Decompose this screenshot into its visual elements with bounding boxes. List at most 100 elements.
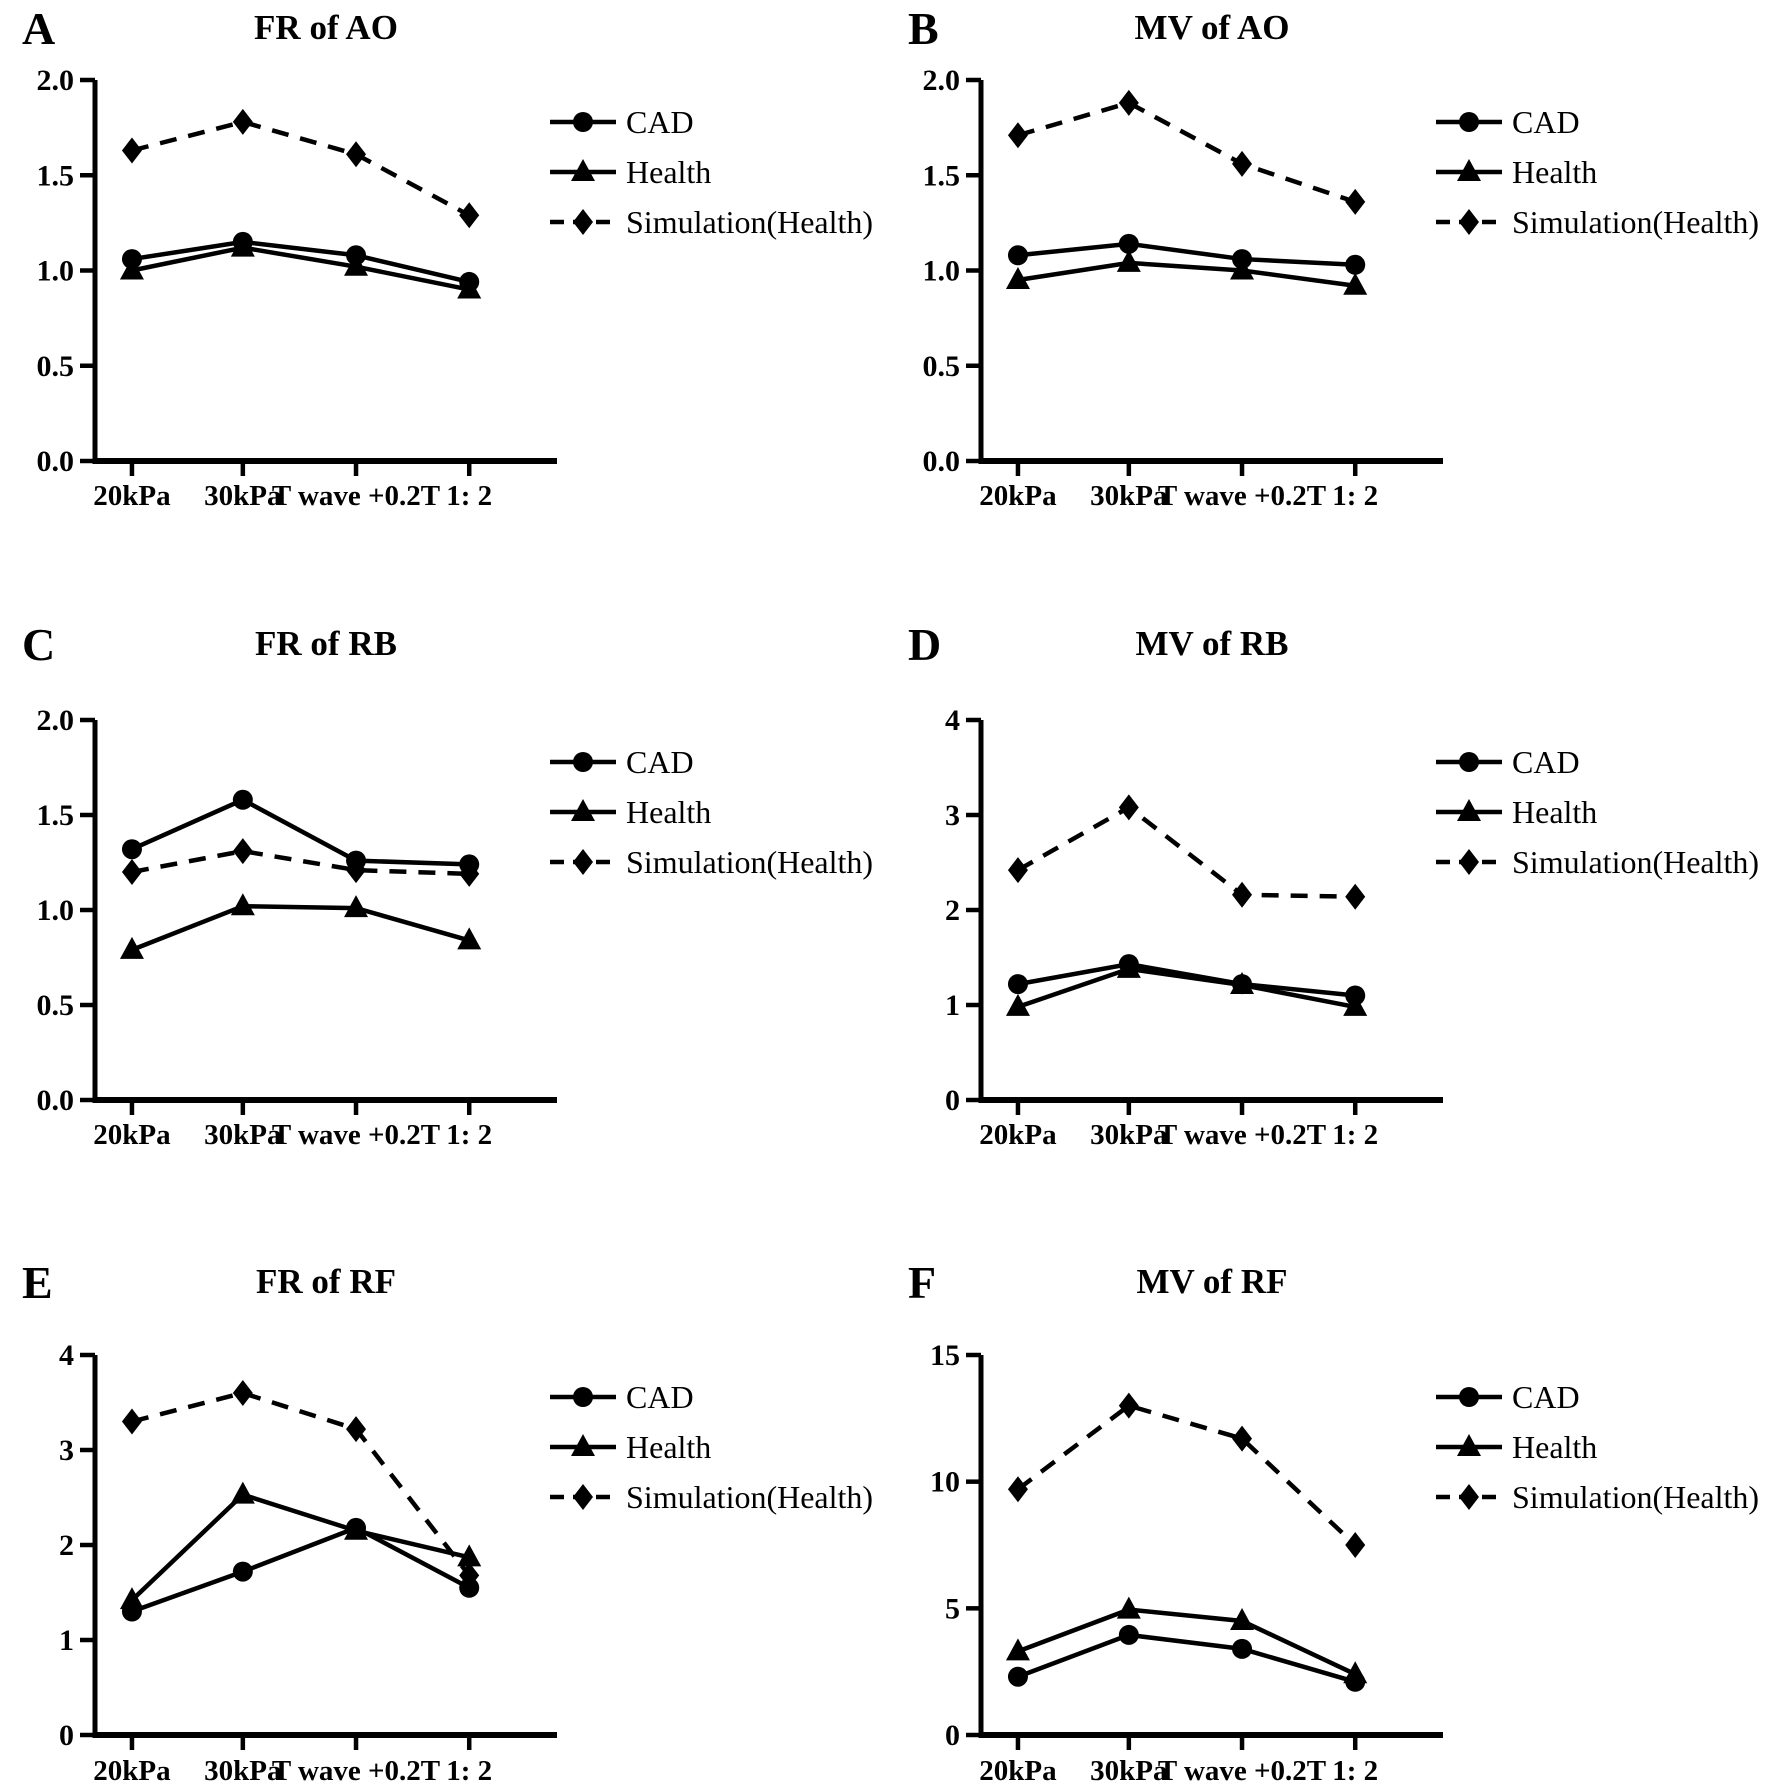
series-line-cad [1017, 961, 1356, 998]
legend-diamond-icon [1459, 1484, 1479, 1510]
circle-marker [1232, 1638, 1253, 1659]
y-tick-label: 0.5 [37, 350, 75, 383]
y-tick-label: 1 [59, 1624, 74, 1657]
triangle-marker [457, 1544, 482, 1567]
y-tick-label: 0.5 [923, 350, 961, 383]
triangle-marker [1116, 1596, 1141, 1619]
legend-label: Simulation(Health) [1512, 204, 1759, 240]
legend-label: CAD [626, 744, 694, 780]
triangle-marker [457, 276, 482, 299]
diamond-marker [1232, 150, 1253, 177]
series-line-cad [131, 239, 470, 285]
legend-label: Simulation(Health) [1512, 1479, 1759, 1515]
diamond-marker [232, 108, 253, 135]
series-line-health [130, 1492, 470, 1602]
legend-item: CAD [1436, 104, 1580, 140]
diamond-marker [121, 137, 142, 164]
legend-label: Health [1512, 154, 1597, 190]
panel-c: C FR of RB 0.0 0.5 1.0 1.5 2.0 20kPa 30kPa T wa… [0, 560, 886, 1152]
y-tick-label: 2.0 [923, 64, 961, 97]
y-tick-label: 1.0 [37, 894, 75, 927]
diamond-marker [1345, 1532, 1366, 1558]
series-line-health [131, 903, 470, 952]
triangle-marker [119, 936, 144, 959]
legend-circle-icon [1459, 1387, 1479, 1407]
x-tick-label: T wave +0.2T [1158, 1119, 1326, 1151]
y-tick-label: 15 [930, 1339, 960, 1372]
x-tick-label: T wave +0.2T [1158, 480, 1326, 512]
legend-label: Health [1512, 794, 1597, 830]
panel-letter: A [22, 3, 56, 54]
legend-item: Simulation(Health) [1436, 1479, 1759, 1515]
series-line-cad [1017, 1632, 1356, 1684]
legend-triangle-icon [571, 799, 595, 821]
legend-label: Simulation(Health) [626, 204, 873, 240]
circle-marker [232, 1561, 253, 1582]
panel-letter: C [22, 619, 56, 670]
y-tick-label: 4 [59, 1339, 74, 1372]
x-tick-label: 20kPa [979, 1119, 1057, 1151]
series-line-health [1017, 260, 1356, 288]
x-tick-label: 20kPa [93, 1119, 171, 1151]
circle-marker [121, 839, 142, 860]
legend-item: Health [1436, 794, 1597, 830]
series-line-cad [131, 1525, 471, 1614]
diamond-marker [459, 202, 480, 229]
y-tick-label: 2.0 [37, 64, 75, 97]
y-tick-label: 1.5 [37, 799, 75, 832]
y-tick-label: 0 [945, 1719, 960, 1752]
legend-label: Simulation(Health) [626, 1479, 873, 1515]
x-tick-label: T wave +0.2T [272, 480, 440, 512]
legend-item: Simulation(Health) [550, 204, 873, 240]
legend-label: Health [626, 1429, 711, 1465]
x-tick-label: 30kPa [204, 480, 282, 512]
panel-title: FR of AO [254, 8, 398, 47]
legend-item: Simulation(Health) [550, 1479, 873, 1515]
y-tick-label: 0 [59, 1719, 74, 1752]
triangle-marker [1005, 1638, 1030, 1661]
legend-label: Health [626, 154, 711, 190]
legend-label: Health [626, 794, 711, 830]
triangle-marker [1230, 1608, 1255, 1630]
diamond-marker [1118, 794, 1139, 821]
triangle-marker [457, 927, 482, 950]
circle-marker [1007, 1666, 1028, 1687]
legend-circle-icon [1459, 752, 1479, 772]
triangle-marker [230, 893, 255, 916]
x-tick-label: 1: 2 [446, 1119, 492, 1151]
x-tick-label: 1: 2 [446, 1755, 492, 1787]
legend-item: Health [1436, 1429, 1597, 1465]
series-line-health [1017, 966, 1356, 1010]
x-tick-label: 30kPa [204, 1755, 282, 1787]
diamond-marker [1345, 883, 1366, 910]
x-tick-label: 1: 2 [1332, 480, 1378, 512]
panel-a: A FR of AO 0.0 0.5 1.0 1.5 2.0 20kPa 30kPa T wa… [0, 0, 886, 560]
y-tick-label: 3 [945, 799, 960, 832]
legend-circle-icon [573, 1387, 593, 1407]
series-line-cad [131, 797, 470, 867]
y-tick-label: 1.0 [37, 255, 75, 288]
panel-e: E FR of RF 0 1 2 3 4 20kPa 30kPa T wave +0.2T 1:… [0, 1130, 886, 1788]
triangle-marker [1343, 1661, 1368, 1684]
x-tick-label: 1: 2 [1332, 1755, 1378, 1787]
panel-f: F MV of RF 0 5 10 15 20kPa 30kPa T wave +0.2T 1… [886, 1130, 1772, 1788]
y-tick-label: 1.5 [37, 159, 75, 192]
panel-title: MV of AO [1134, 8, 1290, 47]
triangle-marker [1230, 257, 1255, 280]
y-tick-label: 1 [945, 989, 960, 1022]
legend-label: CAD [626, 104, 694, 140]
legend-triangle-icon [571, 159, 595, 181]
legend-item: Health [1436, 154, 1597, 190]
y-tick-label: 0.0 [923, 445, 961, 478]
diamond-marker [1345, 188, 1366, 215]
circle-marker [1007, 245, 1028, 266]
legend-label: Simulation(Health) [1512, 844, 1759, 880]
circle-marker [232, 789, 253, 810]
y-tick-label: 10 [930, 1466, 960, 1499]
triangle-marker [1116, 249, 1141, 272]
legend-item: Health [550, 794, 711, 830]
diamond-marker [346, 141, 367, 168]
legend-label: CAD [1512, 104, 1580, 140]
